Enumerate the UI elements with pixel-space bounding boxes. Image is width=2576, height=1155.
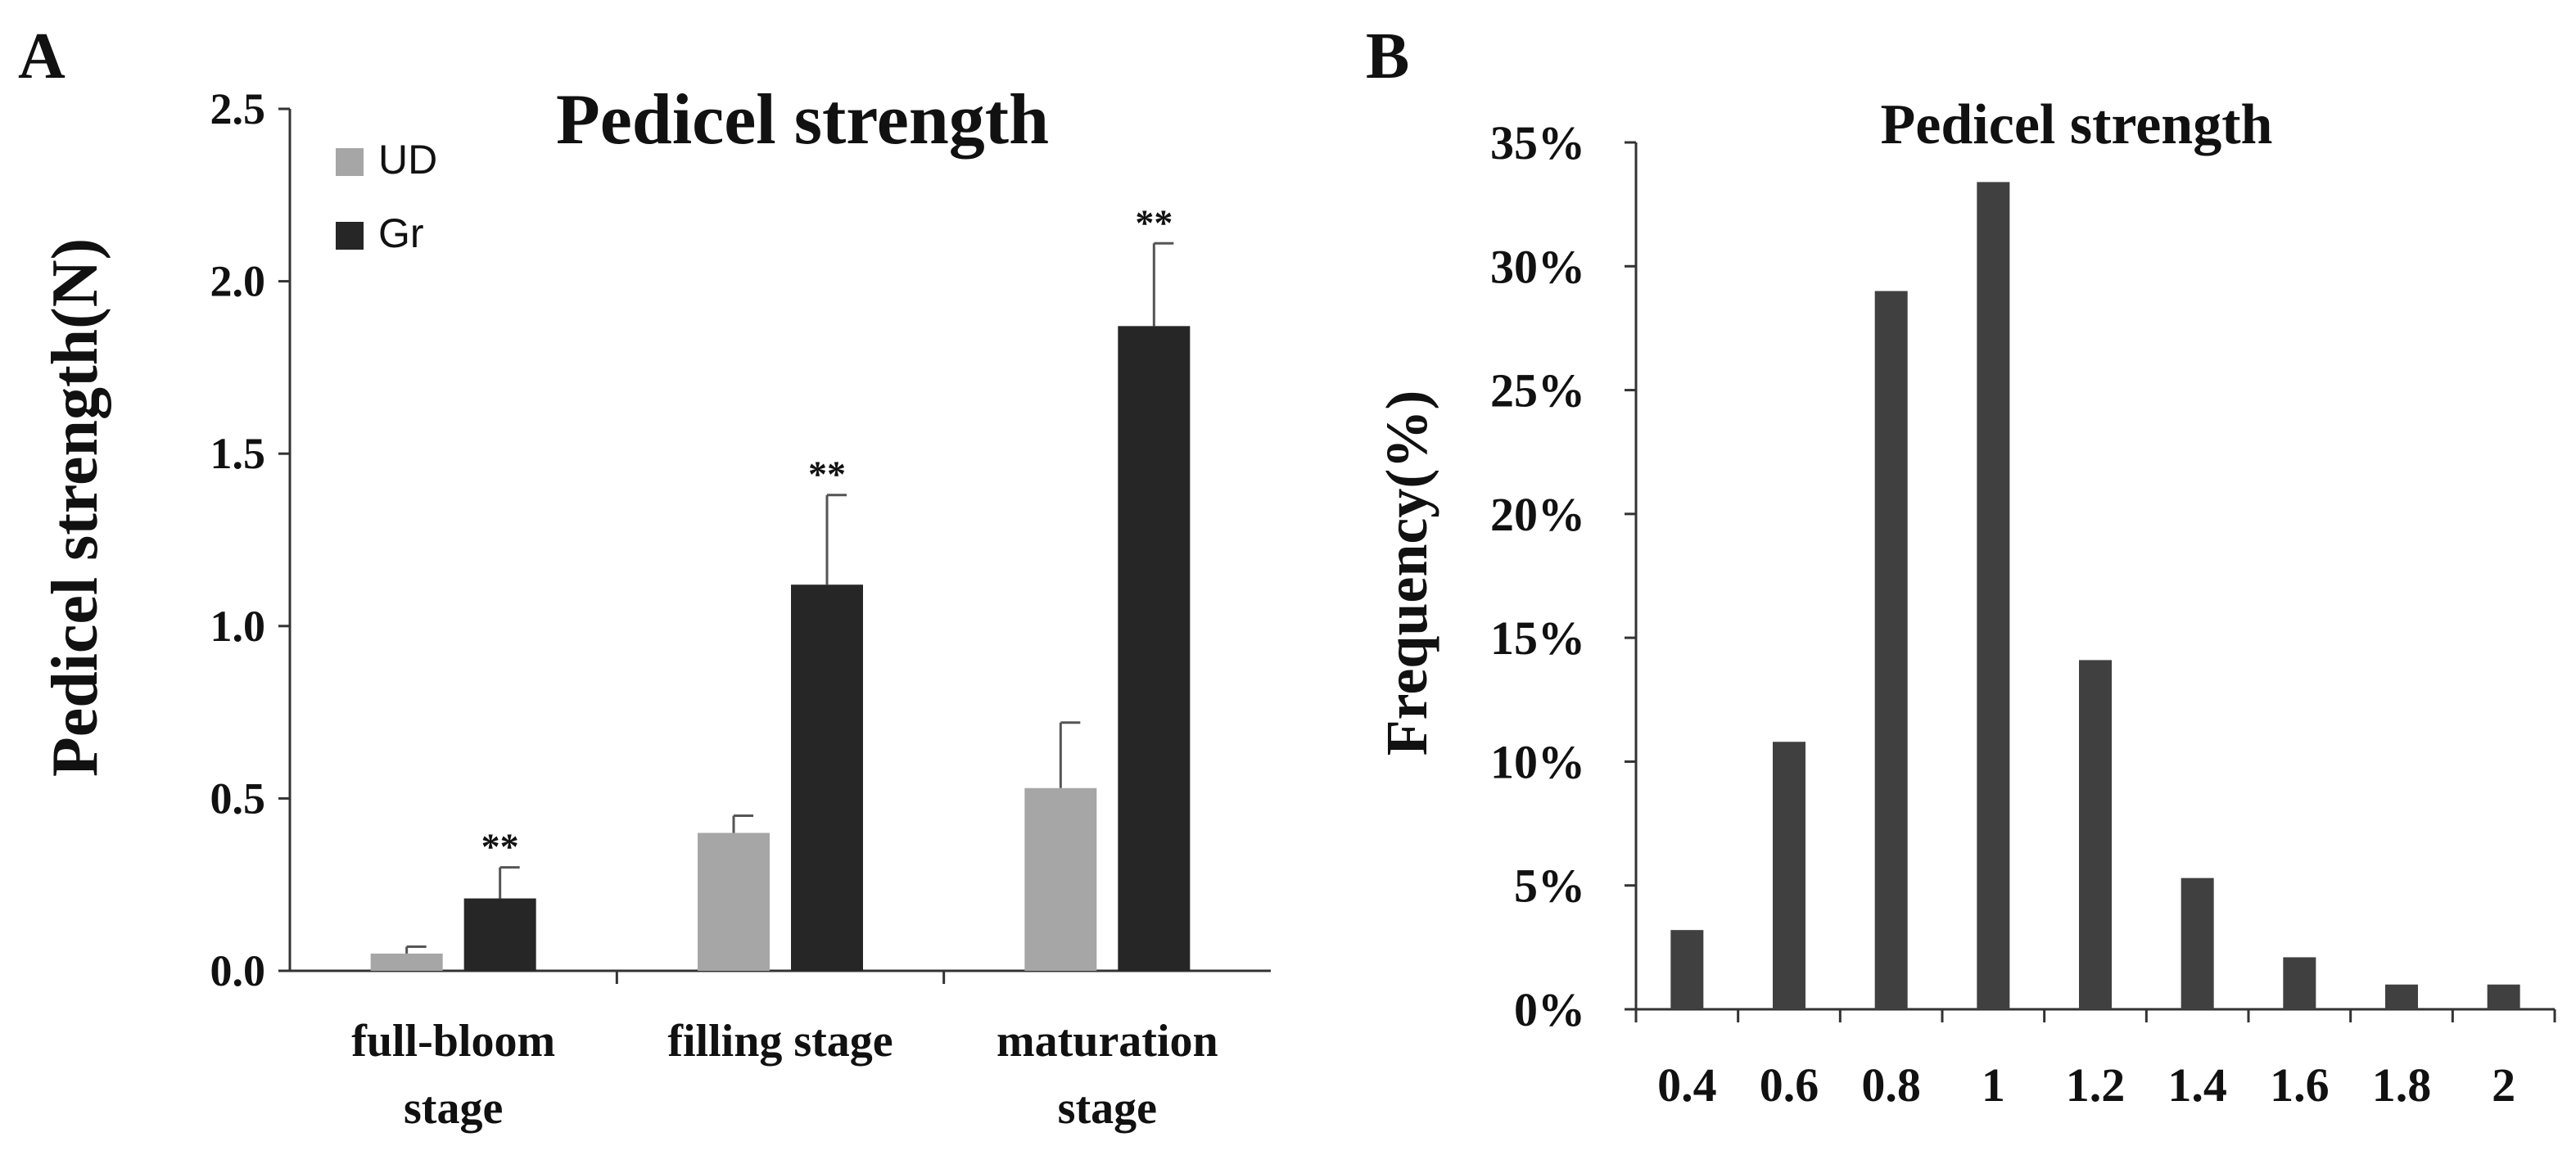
panel-b-label: B xyxy=(1366,20,1409,92)
panel-b-x-tick-label: 1.4 xyxy=(2167,1058,2227,1112)
panel-a-error-bars xyxy=(405,241,1174,954)
panel-a: A Pedicel strength Pedicel strength(N) 0… xyxy=(18,20,1271,1134)
panel-b-x-tick-label: 1.2 xyxy=(2066,1058,2126,1112)
panel-a-category-label: filling stage xyxy=(667,1016,893,1067)
panel-a-bar-ud xyxy=(698,832,770,971)
panel-b-bar xyxy=(1977,182,2010,1009)
panel-a-bar-gr xyxy=(463,898,536,971)
panel-a-significance: ** ** ** xyxy=(481,201,1173,867)
panel-b-bar xyxy=(2181,878,2214,1009)
panel-a-y-tick-label: 0.5 xyxy=(210,774,266,823)
panel-b-x-tick-label: 0.4 xyxy=(1657,1058,1717,1112)
panel-b-bars xyxy=(1670,182,2520,1009)
panel-b-x-tick-label: 0.8 xyxy=(1861,1058,1921,1112)
panel-a-legend: UD Gr xyxy=(336,137,437,256)
panel-a-y-tick-label: 1.0 xyxy=(210,602,266,651)
panel-a-label: A xyxy=(18,20,66,92)
panel-a-y-tick-label: 2.5 xyxy=(210,84,266,133)
panel-b-y-ticks: 0% 5% 10% 15% 20% 25% 30% 35% xyxy=(1490,116,1636,1036)
panel-a-title: Pedicel strength xyxy=(556,80,1049,160)
panel-b-y-axis-label: Frequency(%) xyxy=(1374,390,1439,756)
panel-a-significance-mark: ** xyxy=(1135,201,1173,243)
panel-a-bars xyxy=(370,326,1191,972)
legend-label-gr: Gr xyxy=(378,210,424,256)
panel-a-category-label: stage xyxy=(404,1083,503,1134)
panel-b-bar xyxy=(2385,984,2418,1009)
panel-a-bar-ud xyxy=(370,953,443,971)
panel-b-title: Pedicel strength xyxy=(1881,93,2273,156)
panel-b-bar xyxy=(2079,660,2112,1009)
panel-b-y-tick-label: 5% xyxy=(1514,859,1585,913)
panel-b-x-ticks: 0.4 0.6 0.8 1 1.2 1.4 1.6 1.8 2 xyxy=(1634,1009,2556,1112)
panel-b-y-tick-label: 25% xyxy=(1490,364,1585,417)
panel-b-bar xyxy=(2283,957,2316,1009)
panel-b: B Pedicel strength Frequency(%) 0% 5% 10% 1… xyxy=(1366,20,2556,1112)
panel-b-bar xyxy=(1670,930,1704,1009)
legend-swatch-ud xyxy=(336,148,364,176)
panel-b-x-tick-label: 2 xyxy=(2492,1058,2515,1112)
panel-a-bar-gr xyxy=(791,584,863,971)
panel-a-category-label: full-bloom xyxy=(351,1016,555,1067)
panel-a-y-tick-label: 0.0 xyxy=(210,946,266,995)
panel-a-category-label: stage xyxy=(1058,1083,1157,1134)
panel-b-x-tick-label: 1 xyxy=(1982,1058,2005,1112)
panel-a-category-label: maturation xyxy=(997,1016,1218,1067)
panel-b-y-tick-label: 20% xyxy=(1490,488,1585,541)
panel-a-y-tick-label: 1.5 xyxy=(210,429,266,478)
panel-a-category-labels: full-bloom stage filling stage maturation st… xyxy=(351,1016,1218,1134)
panel-b-y-tick-label: 30% xyxy=(1490,240,1585,293)
panel-b-bar xyxy=(1773,742,1805,1009)
panel-a-x-ticks xyxy=(615,971,946,984)
panel-a-bar-gr xyxy=(1118,326,1191,972)
panel-b-y-tick-label: 35% xyxy=(1490,116,1585,169)
panel-a-bar-ud xyxy=(1024,787,1097,971)
legend-swatch-gr xyxy=(336,222,364,250)
panel-a-significance-mark: ** xyxy=(808,453,846,495)
panel-a-y-tick-label: 2.0 xyxy=(210,257,266,306)
panel-a-y-axis-label: Pedicel strength(N) xyxy=(39,238,111,777)
panel-b-x-tick-label: 1.8 xyxy=(2372,1058,2432,1112)
panel-a-significance-mark: ** xyxy=(481,826,519,868)
panel-a-y-ticks: 0.0 0.5 1.0 1.5 2.0 2.5 xyxy=(210,84,290,995)
panel-b-y-tick-label: 10% xyxy=(1490,735,1585,788)
panel-b-bar xyxy=(2487,984,2520,1009)
panel-b-x-tick-label: 0.6 xyxy=(1760,1058,1819,1112)
panel-b-y-tick-label: 15% xyxy=(1490,611,1585,665)
legend-label-ud: UD xyxy=(378,137,437,183)
panel-b-y-tick-label: 0% xyxy=(1514,983,1585,1036)
panel-b-x-tick-label: 1.6 xyxy=(2270,1058,2330,1112)
panel-b-bar xyxy=(1874,291,1908,1009)
